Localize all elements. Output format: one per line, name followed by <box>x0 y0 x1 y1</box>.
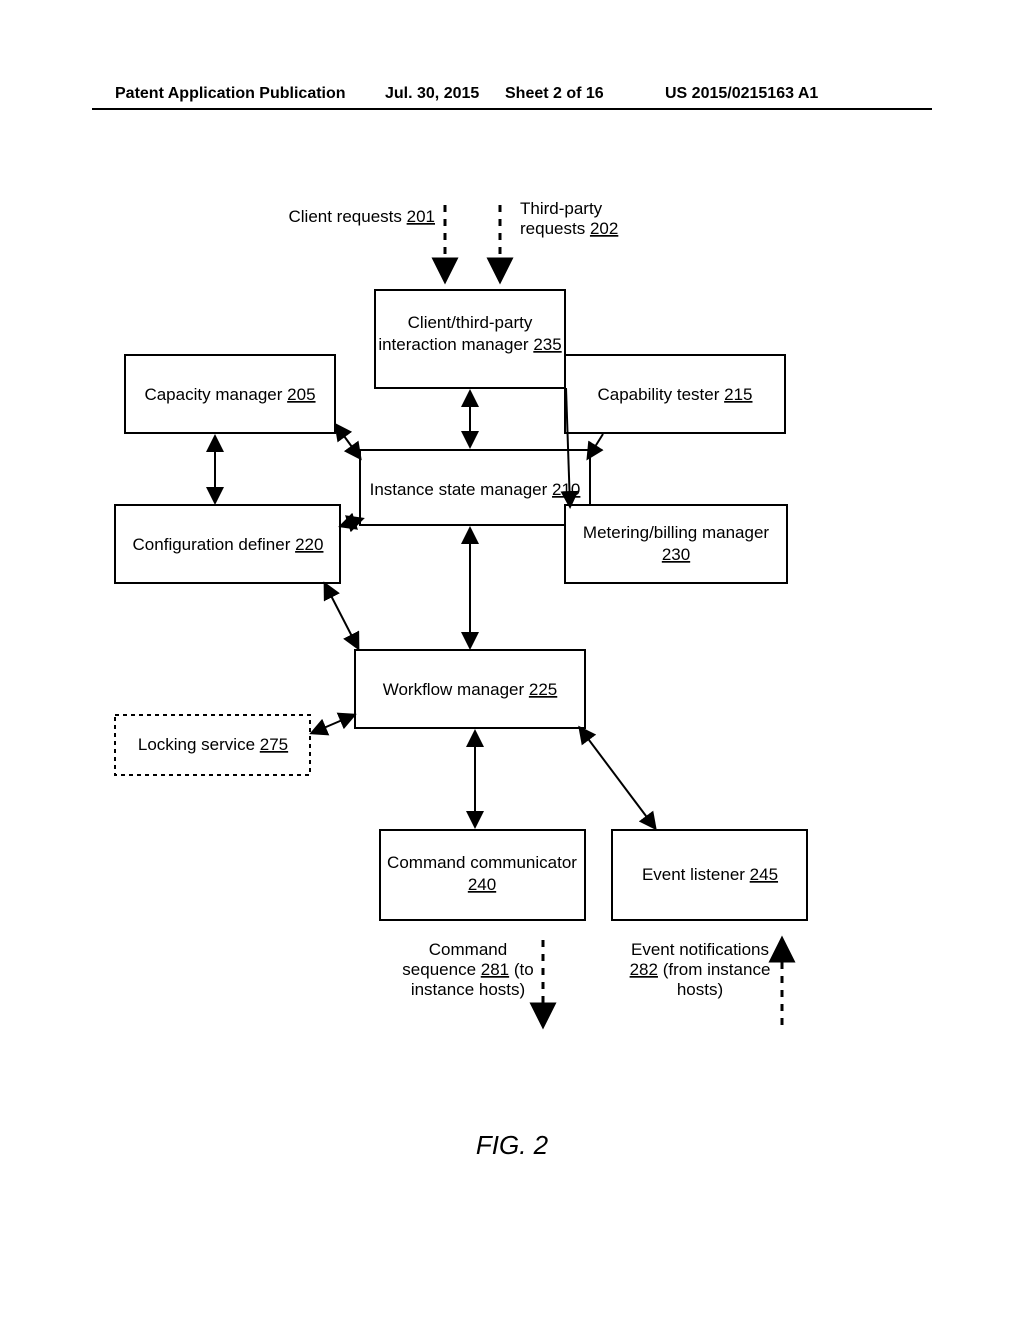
svg-text:interaction manager: interaction manager 235 <box>378 335 561 354</box>
svg-text:Event listener: Event listener 245 <box>642 865 778 884</box>
edge-config-to-workflow <box>325 584 358 648</box>
node-metering-manager: Metering/billing manager 230 <box>565 505 787 583</box>
svg-text:instance hosts): instance hosts) <box>411 980 525 999</box>
svg-text:282 (from instance: 282 (from instance <box>630 960 771 979</box>
svg-text:Configuration definer: Configuration definer 220 <box>133 535 324 554</box>
edge-state-to-config <box>341 519 362 526</box>
svg-text:sequence 281 (to: sequence 281 (to <box>402 960 533 979</box>
label-event-notifications: Event notifications 282 (from instance h… <box>630 940 782 1025</box>
svg-text:Workflow manager: Workflow manager 225 <box>383 680 558 699</box>
svg-text:Capacity manager: Capacity manager 205 <box>144 385 315 404</box>
svg-text:Instance state manager: Instance state manager 210 <box>370 480 581 499</box>
ref-third-party-requests: 202 <box>590 219 618 238</box>
svg-text:230: 230 <box>662 545 690 564</box>
svg-text:Command communicator: Command communicator <box>387 853 577 872</box>
figure-diagram: Client requests 201 Third-party requests… <box>0 0 1024 1320</box>
label-client-requests: Client requests <box>289 207 402 226</box>
svg-text:Locking service: Locking service 275 <box>138 735 288 754</box>
figure-label: FIG. 2 <box>0 1130 1024 1161</box>
svg-text:Command: Command <box>429 940 507 959</box>
edge-capacity-to-state <box>336 425 360 458</box>
page: Patent Application Publication Jul. 30, … <box>0 0 1024 1320</box>
svg-text:Third-party: Third-party <box>520 199 603 218</box>
label-third-party-requests-l1: Third-party <box>520 199 603 218</box>
edge-tester-to-state <box>588 434 603 458</box>
svg-text:Client/third-party: Client/third-party <box>408 313 533 332</box>
ref-client-requests: 201 <box>407 207 435 226</box>
node-configuration-definer: Configuration definer 220 <box>115 505 340 583</box>
svg-text:Capability tester: Capability tester 215 <box>598 385 753 404</box>
svg-text:hosts): hosts) <box>677 980 723 999</box>
svg-text:requests 202: requests 202 <box>520 219 618 238</box>
node-locking-service: Locking service 275 <box>115 715 310 775</box>
svg-text:240: 240 <box>468 875 496 894</box>
label-command-sequence: Command sequence 281 (to instance hosts) <box>402 940 543 1025</box>
arrow-client-requests-in: Client requests 201 <box>289 205 446 280</box>
svg-text:Event notifications: Event notifications <box>631 940 769 959</box>
node-command-communicator: Command communicator 240 <box>380 830 585 920</box>
node-interaction-manager: Client/third-party interaction manager 2… <box>375 290 565 388</box>
node-capacity-manager: Capacity manager 205 <box>125 355 335 433</box>
node-capability-tester: Capability tester 215 <box>565 355 785 433</box>
node-instance-state-manager: Instance state manager 210 <box>360 450 590 525</box>
svg-text:Metering/billing manager: Metering/billing manager <box>583 523 769 542</box>
node-event-listener: Event listener 245 <box>612 830 807 920</box>
edge-workflow-to-listener <box>580 728 655 828</box>
svg-text:Client requests: Client requests 201 <box>289 207 436 226</box>
node-workflow-manager: Workflow manager 225 <box>355 650 585 728</box>
arrow-third-party-requests-in: Third-party requests 202 <box>500 199 618 280</box>
edge-locking-to-workflow <box>312 715 354 733</box>
